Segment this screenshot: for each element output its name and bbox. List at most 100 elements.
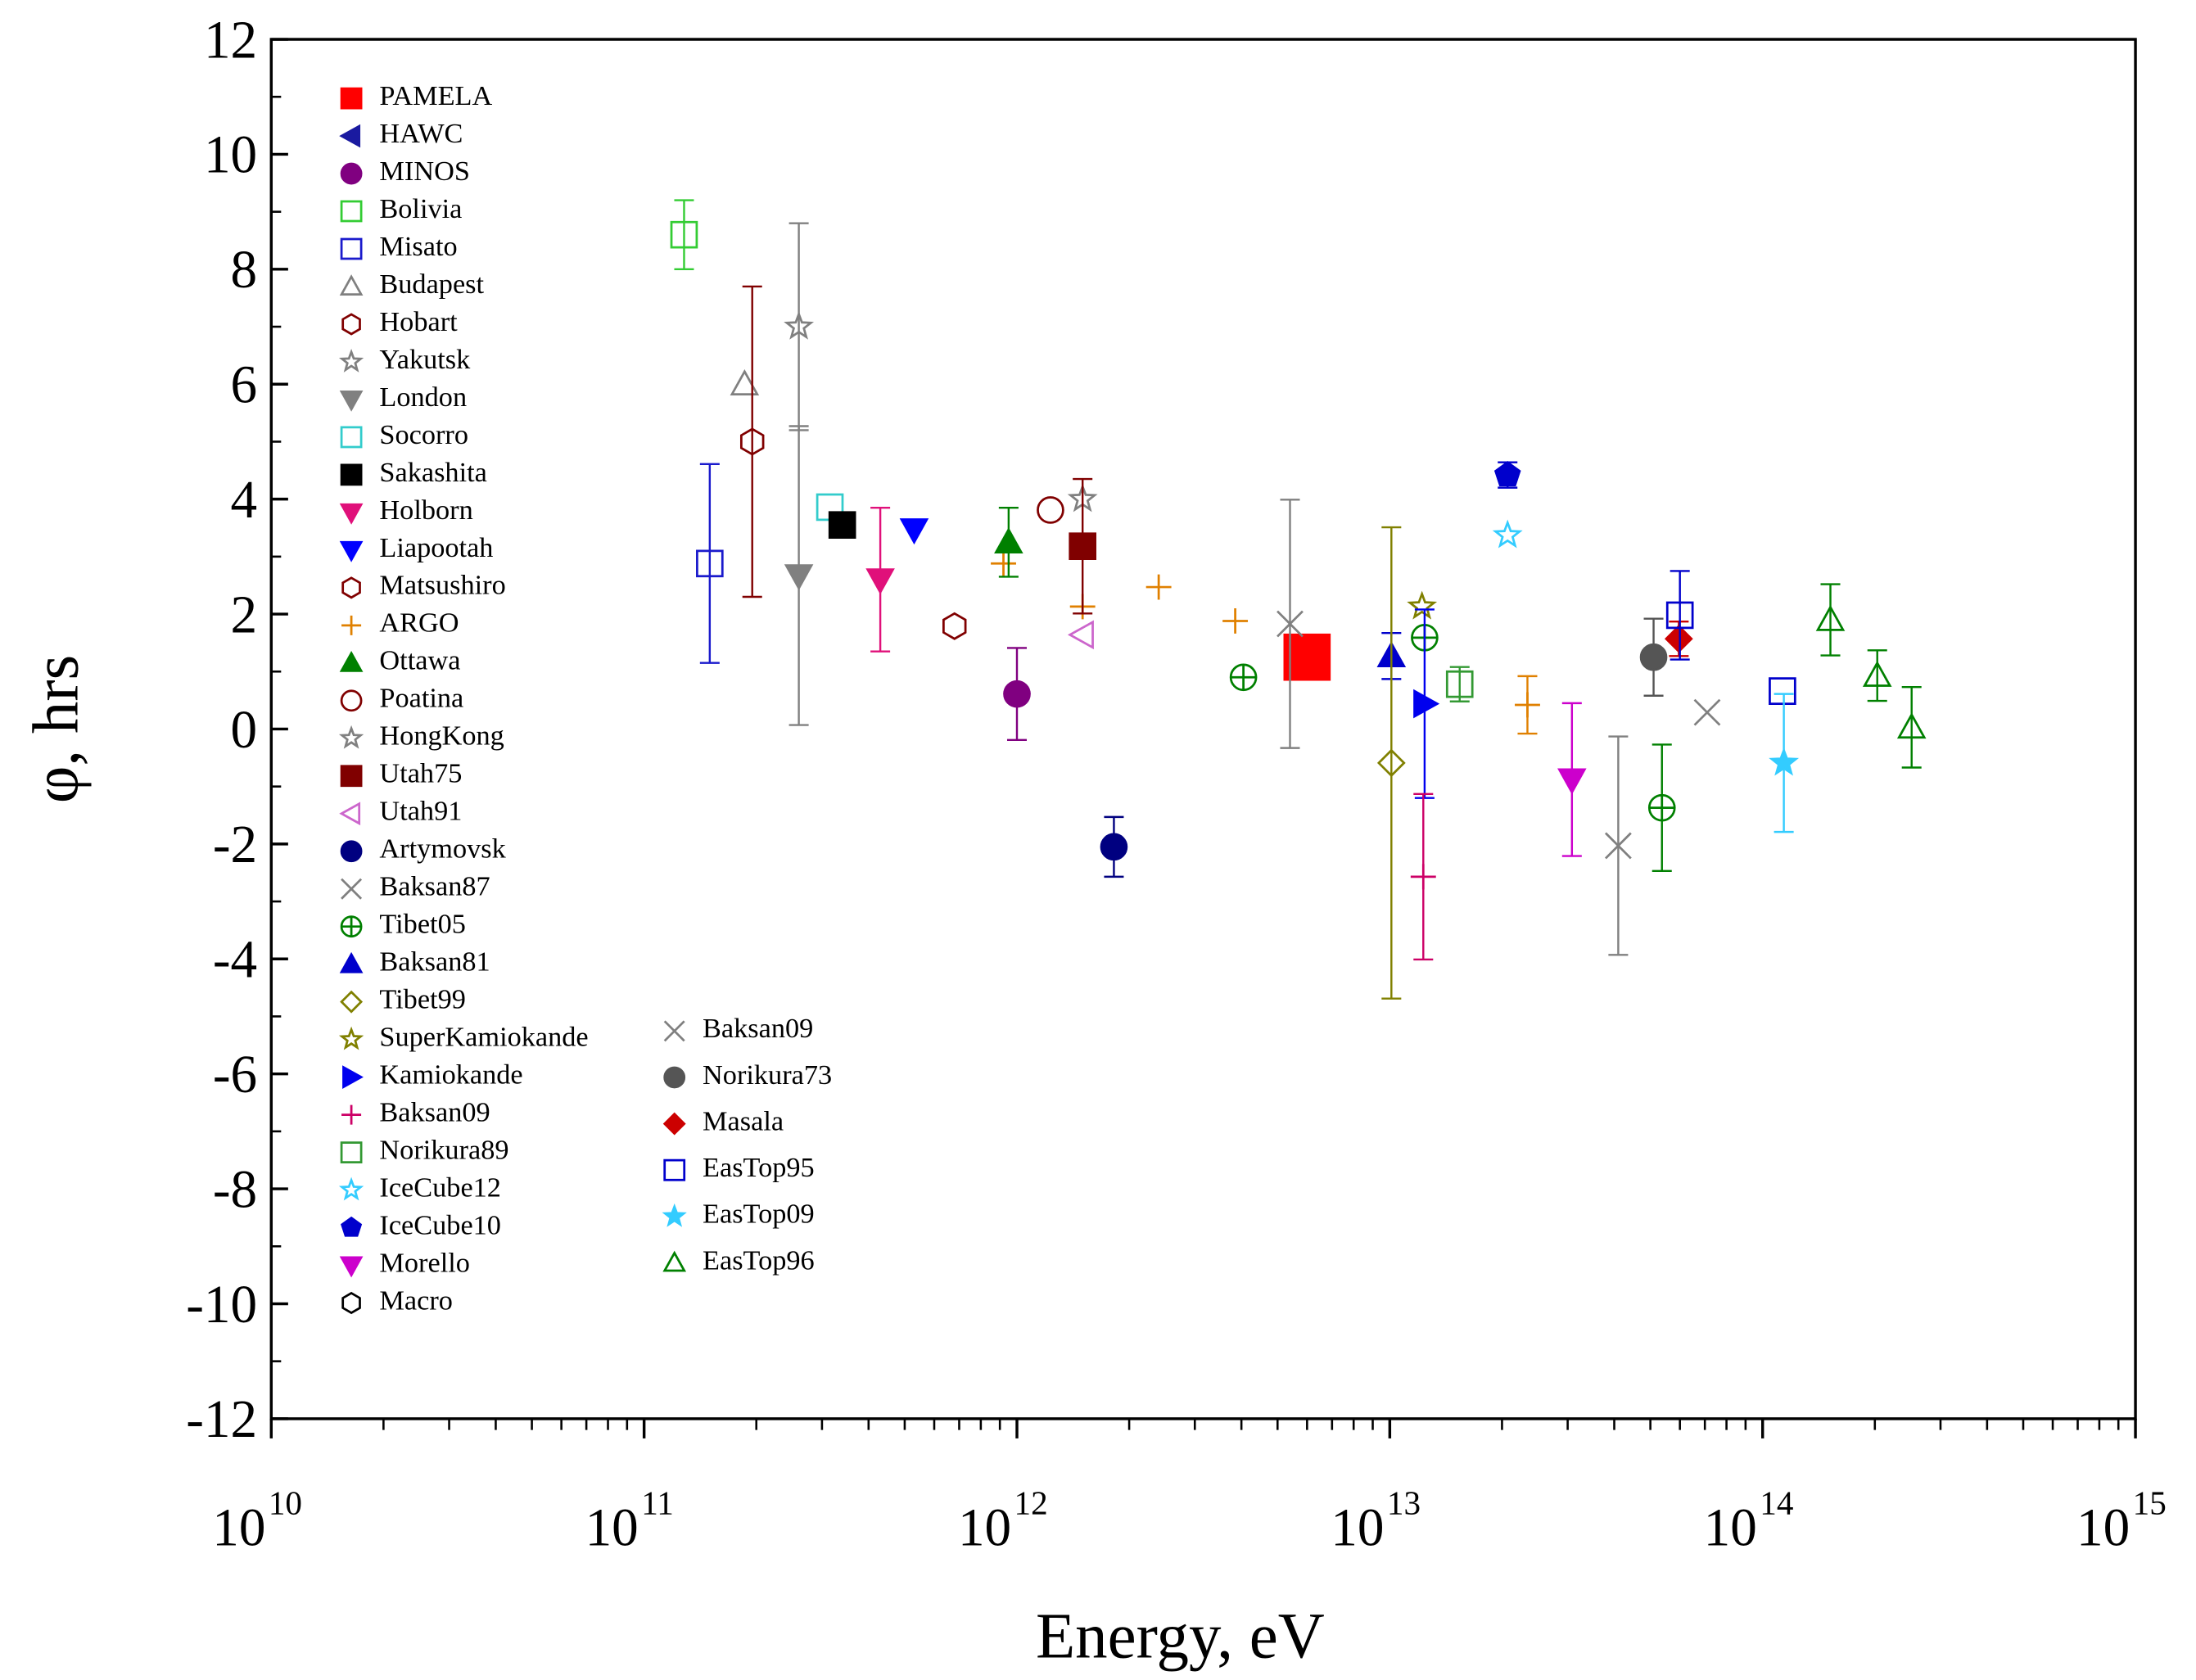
legend-label: Artymovsk	[379, 833, 506, 865]
data-point	[991, 550, 1016, 576]
legend-marker	[663, 1020, 685, 1042]
y-tick-label: -10	[186, 1276, 257, 1335]
legend-marker	[340, 463, 363, 486]
legend-marker	[340, 990, 364, 1014]
plot-frame	[269, 38, 2137, 1420]
legend-label: IceCube10	[379, 1209, 501, 1240]
legend-label: Baksan87	[379, 871, 490, 902]
x-tick-exponent: 12	[1014, 1484, 1048, 1522]
y-tick-label: -6	[213, 1045, 257, 1104]
data-point	[1037, 496, 1064, 524]
legend-marker	[339, 274, 364, 296]
y-tick-label: 10	[204, 126, 257, 185]
legend-label: IceCube12	[379, 1172, 501, 1203]
y-tick-label: -4	[213, 931, 257, 990]
legend-marker	[338, 1176, 364, 1201]
legend-marker	[340, 87, 363, 110]
legend-label: Matsushiro	[379, 570, 505, 601]
data-point	[1693, 698, 1721, 726]
data-point	[1276, 610, 1304, 638]
data-point	[1515, 692, 1540, 718]
x-tick-exponent: 14	[1760, 1484, 1793, 1522]
legend-label: Misato	[379, 231, 457, 262]
legend-label: Macro	[379, 1285, 453, 1316]
data-point	[1493, 461, 1521, 487]
legend-marker	[340, 162, 363, 185]
legend-label: Utah91	[379, 796, 462, 827]
legend-label: Sakashita	[379, 457, 486, 488]
legend-label: Liapootah	[379, 532, 493, 563]
legend-label: ARGO	[379, 607, 459, 639]
error-bar	[1381, 526, 1402, 1000]
legend-label: Kamiokande	[379, 1059, 522, 1090]
legend-marker	[339, 951, 364, 973]
x-tick-label: 10	[958, 1498, 1011, 1557]
legend-label: Norikura73	[703, 1059, 832, 1091]
data-point	[1100, 833, 1128, 861]
y-tick-label: 4	[231, 471, 258, 530]
legend-marker	[341, 1104, 362, 1125]
data-point	[1815, 604, 1846, 631]
legend-label: Morello	[379, 1247, 469, 1278]
legend-label: HongKong	[379, 720, 504, 752]
legend-label: MINOS	[379, 156, 470, 187]
legend-marker	[662, 1250, 687, 1272]
data-point	[1769, 747, 1800, 776]
x-tick-exponent: 13	[1387, 1484, 1421, 1522]
x-tick-exponent: 11	[641, 1484, 674, 1522]
data-point	[1862, 660, 1892, 687]
legend-marker	[342, 1065, 364, 1089]
data-point	[1604, 832, 1632, 860]
legend-label: Tibet99	[379, 984, 465, 1015]
y-tick-label: 2	[231, 585, 258, 644]
data-point	[1407, 590, 1438, 620]
legend-marker	[340, 200, 363, 223]
x-tick-exponent: 10	[269, 1484, 302, 1522]
legend-marker	[341, 1291, 361, 1315]
x-axis-label: Energy, eV	[1036, 1601, 1325, 1673]
legend-marker	[340, 426, 363, 449]
legend-marker	[339, 390, 364, 412]
legend-label: Yakutsk	[379, 344, 471, 375]
legend-label: EasTop96	[703, 1244, 815, 1276]
y-tick-label: 12	[204, 11, 257, 70]
data-point	[1003, 680, 1031, 708]
y-tick-label: 6	[231, 356, 258, 415]
data-point	[1229, 663, 1258, 692]
y-tick-label: 8	[231, 241, 258, 300]
legend-label: Socorro	[379, 419, 468, 450]
legend-label: Hobart	[379, 306, 458, 337]
legend-marker	[340, 237, 363, 260]
data-point	[865, 568, 895, 595]
data-point	[1647, 793, 1676, 822]
legend-marker	[663, 1066, 686, 1089]
x-tick-label: 10	[1704, 1498, 1757, 1557]
data-point	[1557, 768, 1587, 795]
x-tick-label: 10	[212, 1498, 265, 1557]
data-point	[1639, 643, 1668, 671]
data-point	[696, 549, 724, 578]
x-tick-exponent: 15	[2133, 1484, 2167, 1522]
data-point	[1069, 532, 1097, 561]
legend-marker	[339, 650, 364, 672]
error-bar	[674, 199, 694, 271]
y-tick-label: 0	[231, 701, 258, 760]
legend-marker	[341, 313, 361, 336]
data-point	[1769, 677, 1796, 705]
legend-label: Norikura89	[379, 1134, 508, 1165]
legend-label: Masala	[703, 1105, 784, 1136]
data-point	[1283, 633, 1331, 681]
legend-label: Baksan09	[379, 1096, 490, 1127]
legend-marker	[339, 540, 364, 562]
legend-marker	[662, 1203, 687, 1227]
data-point	[1664, 624, 1693, 653]
legend-label: Poatina	[379, 683, 463, 714]
error-bar	[699, 463, 720, 664]
data-point	[994, 527, 1023, 554]
legend-marker	[341, 878, 363, 900]
data-point	[899, 518, 929, 545]
legend-marker	[662, 1112, 686, 1136]
legend-marker	[663, 1158, 686, 1181]
data-point	[1222, 608, 1249, 634]
